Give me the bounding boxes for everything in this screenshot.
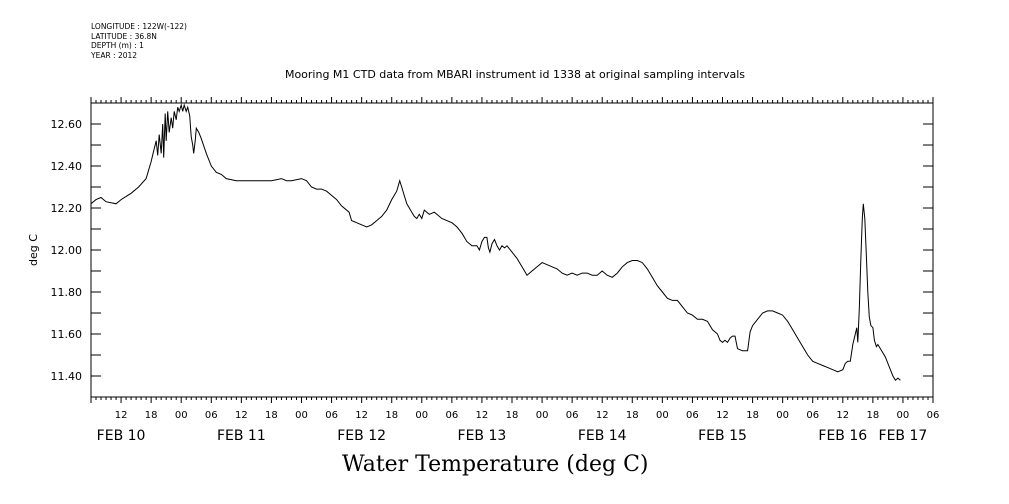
x-hour-label: 06 xyxy=(806,410,819,421)
x-hour-label: 00 xyxy=(776,410,789,421)
x-day-label: FEB 14 xyxy=(578,428,627,444)
x-hour-label: 18 xyxy=(746,410,759,421)
y-tick-label: 11.40 xyxy=(51,370,83,383)
bottom-tick-marks xyxy=(90,397,934,403)
x-axis-label: Water Temperature (deg C) xyxy=(342,452,649,477)
x-hour-label: 18 xyxy=(385,410,398,421)
y-axis-label: deg C xyxy=(27,234,40,266)
x-day-label: FEB 11 xyxy=(217,428,266,444)
x-hour-label: 06 xyxy=(205,410,218,421)
y-tick-label: 12.20 xyxy=(51,202,83,215)
x-hour-label: 00 xyxy=(656,410,669,421)
x-day-label: FEB 10 xyxy=(97,428,146,444)
metadata-block: LONGITUDE : 122W(-122) LATITUDE : 36.8N … xyxy=(91,22,187,60)
top-tick-marks xyxy=(90,97,934,103)
x-hour-label: 00 xyxy=(897,410,910,421)
water-temperature-line xyxy=(90,103,901,381)
x-hour-label: 18 xyxy=(626,410,639,421)
x-day-label: FEB 17 xyxy=(879,428,928,444)
x-hour-label: 18 xyxy=(265,410,278,421)
x-day-label: FEB 15 xyxy=(698,428,747,444)
x-hour-label: 18 xyxy=(866,410,879,421)
latitude-text: LATITUDE : 36.8N xyxy=(91,31,157,41)
year-text: YEAR : 2012 xyxy=(91,50,138,60)
x-hour-label: 06 xyxy=(566,410,579,421)
x-hour-label: 12 xyxy=(235,410,248,421)
x-hour-label: 06 xyxy=(325,410,338,421)
x-day-label: FEB 13 xyxy=(458,428,507,444)
x-hour-label: 06 xyxy=(927,410,940,421)
x-hour-label: 00 xyxy=(536,410,549,421)
longitude-text: LONGITUDE : 122W(-122) xyxy=(91,22,187,31)
y-tick-label: 12.00 xyxy=(51,244,83,257)
y-tick-label: 11.80 xyxy=(51,286,83,299)
y-tick-label: 12.60 xyxy=(51,118,83,131)
x-hour-label: 12 xyxy=(836,410,849,421)
x-day-label: FEB 16 xyxy=(818,428,867,444)
y-axis-ticks: 11.40 11.60 11.80 12.00 12.20 12.40 12.60 xyxy=(51,102,933,398)
chart-title: Mooring M1 CTD data from MBARI instrumen… xyxy=(284,68,746,81)
x-axis-ticks: 12 18 00 06 12 18 00 06 12 18 00 06 12 18 00 06 12 18 00 06… xyxy=(97,410,940,444)
x-hour-label: 12 xyxy=(716,410,729,421)
x-hour-label: 06 xyxy=(445,410,458,421)
x-hour-label: 12 xyxy=(596,410,609,421)
x-hour-label: 00 xyxy=(415,410,428,421)
x-hour-label: 06 xyxy=(686,410,699,421)
x-hour-label: 12 xyxy=(355,410,368,421)
x-hour-label: 00 xyxy=(175,410,188,421)
x-hour-label: 12 xyxy=(115,410,128,421)
y-tick-label: 11.60 xyxy=(51,328,83,341)
x-day-label: FEB 12 xyxy=(337,428,386,444)
x-hour-label: 18 xyxy=(506,410,519,421)
x-hour-label: 18 xyxy=(145,410,158,421)
y-tick-label: 12.40 xyxy=(51,160,83,173)
x-hour-label: 00 xyxy=(295,410,308,421)
depth-text: DEPTH (m) : 1 xyxy=(91,41,144,50)
x-hour-label: 12 xyxy=(476,410,489,421)
